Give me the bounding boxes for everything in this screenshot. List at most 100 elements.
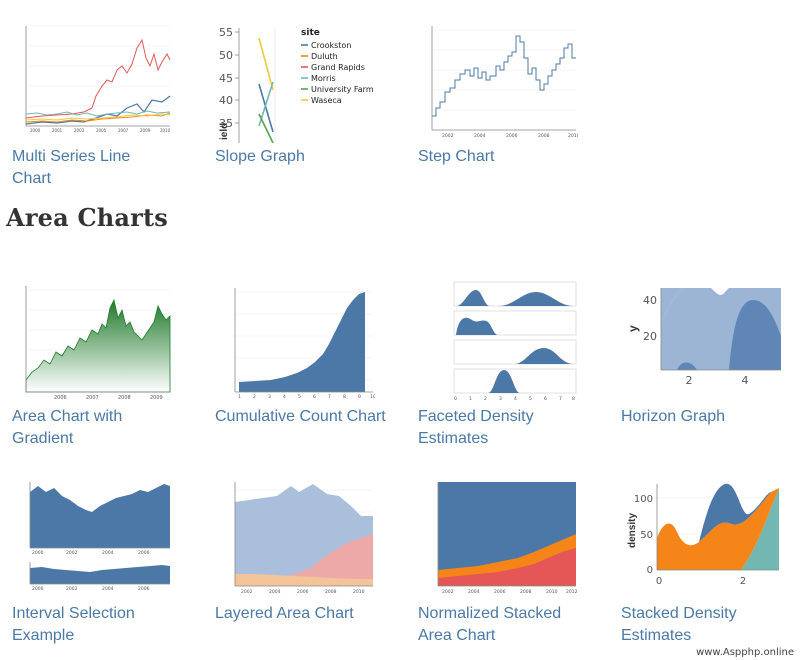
thumb-cumulative-count-chart[interactable]: 1 2 3 4 5 6 7 8 9 10 bbox=[215, 280, 375, 402]
horizon-y-tick: 20 bbox=[643, 330, 657, 343]
caption-layered-area-chart[interactable]: Layered Area Chart bbox=[215, 605, 354, 622]
svg-text:7: 7 bbox=[328, 394, 331, 400]
svg-text:2010: 2010 bbox=[353, 589, 365, 595]
svg-text:2010: 2010 bbox=[160, 128, 171, 133]
svg-text:2008: 2008 bbox=[325, 589, 337, 595]
stacked-density-y-axis-label: density bbox=[627, 513, 638, 548]
thumb-layered-area-chart[interactable]: 2002 2004 2006 2008 2010 bbox=[215, 478, 375, 600]
svg-text:2006: 2006 bbox=[494, 589, 506, 595]
thumb-step-chart[interactable]: 2002 2004 2006 2008 2010 bbox=[418, 18, 578, 143]
thumb-area-chart-with-gradient[interactable]: 2006 2007 2008 2009 bbox=[12, 280, 172, 402]
thumb-interval-selection-example[interactable]: 2000 2002 2004 2006 2000 2002 2004 2006 bbox=[12, 478, 172, 600]
svg-text:2: 2 bbox=[253, 394, 256, 400]
svg-text:4: 4 bbox=[514, 396, 517, 402]
svg-text:2010: 2010 bbox=[546, 589, 558, 595]
slope-graph-image: 55 50 45 40 35 ield site Crookston Dulut… bbox=[219, 26, 374, 143]
slope-legend-title: site bbox=[301, 28, 320, 38]
thumb-stacked-density-estimates[interactable]: 100 50 0 0 2 density bbox=[621, 478, 781, 600]
slope-y-tick: 40 bbox=[219, 94, 233, 107]
svg-text:5: 5 bbox=[298, 394, 301, 400]
svg-text:2004: 2004 bbox=[468, 589, 480, 595]
svg-text:2006: 2006 bbox=[138, 550, 150, 556]
svg-text:2008: 2008 bbox=[118, 395, 131, 401]
svg-text:6: 6 bbox=[313, 394, 316, 400]
stacked-density-x-tick: 2 bbox=[740, 576, 746, 587]
slope-y-tick: 35 bbox=[219, 117, 233, 130]
svg-text:2002: 2002 bbox=[442, 589, 454, 595]
stacked-density-x-tick: 0 bbox=[656, 576, 662, 587]
horizon-y-axis-label: y bbox=[626, 325, 640, 332]
svg-text:2002: 2002 bbox=[241, 589, 253, 595]
svg-text:4: 4 bbox=[283, 394, 286, 400]
svg-text:0: 0 bbox=[454, 396, 457, 402]
stacked-density-y-tick: 50 bbox=[640, 530, 653, 541]
thumb-multi-series-line-chart[interactable]: 2000 2001 2003 2005 2007 2009 2010 bbox=[12, 18, 172, 143]
slope-y-tick: 45 bbox=[219, 72, 233, 85]
svg-text:2005: 2005 bbox=[96, 128, 107, 133]
svg-text:2002: 2002 bbox=[66, 586, 78, 592]
step-chart-image: 2002 2004 2006 2008 2010 bbox=[431, 26, 578, 139]
thumb-normalized-stacked-area-chart[interactable]: 2002 2004 2006 2008 2010 2012 bbox=[418, 478, 578, 600]
svg-text:2012: 2012 bbox=[566, 589, 578, 595]
slope-y-tick: 55 bbox=[219, 26, 233, 39]
svg-text:2004: 2004 bbox=[102, 586, 114, 592]
section-heading-area-charts: Area Charts bbox=[6, 203, 168, 232]
faceted-density-image: 0 1 2 3 4 5 6 7 8 bbox=[453, 281, 577, 402]
watermark: www.Aspphp.online bbox=[694, 647, 796, 658]
thumb-faceted-density-estimates[interactable]: 0 1 2 3 4 5 6 7 8 bbox=[418, 280, 578, 402]
svg-text:2009: 2009 bbox=[150, 395, 163, 401]
svg-text:2008: 2008 bbox=[538, 133, 550, 139]
caption-normalized-stacked-area-chart[interactable]: Normalized Stacked Area Chart bbox=[418, 605, 562, 644]
cumulative-count-image: 1 2 3 4 5 6 7 8 9 10 bbox=[234, 288, 375, 400]
caption-area-chart-with-gradient[interactable]: Area Chart with Gradient bbox=[12, 408, 123, 447]
multi-series-line-chart-image: 2000 2001 2003 2005 2007 2009 2010 bbox=[25, 25, 171, 133]
svg-text:2001: 2001 bbox=[52, 128, 63, 133]
svg-text:5: 5 bbox=[529, 396, 532, 402]
svg-text:2007: 2007 bbox=[118, 128, 129, 133]
layered-area-image: 2002 2004 2006 2008 2010 bbox=[234, 482, 373, 595]
caption-interval-selection-example[interactable]: Interval Selection Example bbox=[12, 605, 135, 644]
caption-faceted-density-estimates[interactable]: Faceted Density Estimates bbox=[418, 408, 534, 447]
caption-step-chart[interactable]: Step Chart bbox=[418, 148, 495, 165]
svg-text:2002: 2002 bbox=[442, 133, 454, 139]
caption-multi-series-line-chart[interactable]: Multi Series Line Chart bbox=[12, 148, 131, 187]
svg-text:10: 10 bbox=[370, 394, 375, 400]
horizon-x-tick: 2 bbox=[686, 374, 693, 387]
slope-legend-item: University Farm bbox=[311, 85, 374, 94]
area-chart-gradient-image: 2006 2007 2008 2009 bbox=[25, 286, 171, 401]
normalized-stacked-area-image: 2002 2004 2006 2008 2010 2012 bbox=[437, 482, 578, 595]
slope-legend-item: Grand Rapids bbox=[311, 63, 365, 72]
horizon-x-tick: 4 bbox=[742, 374, 749, 387]
stacked-density-y-tick: 0 bbox=[647, 565, 653, 576]
caption-slope-graph[interactable]: Slope Graph bbox=[215, 148, 305, 165]
svg-text:7: 7 bbox=[559, 396, 562, 402]
svg-text:8: 8 bbox=[343, 394, 346, 400]
svg-text:2002: 2002 bbox=[66, 550, 78, 556]
slope-legend-item: Duluth bbox=[311, 52, 338, 61]
horizon-y-tick: 40 bbox=[643, 294, 657, 307]
svg-text:2003: 2003 bbox=[74, 128, 85, 133]
svg-text:2006: 2006 bbox=[54, 395, 67, 401]
svg-text:2004: 2004 bbox=[269, 589, 281, 595]
thumb-slope-graph[interactable]: 55 50 45 40 35 ield site Crookston Dulut… bbox=[215, 18, 375, 143]
svg-text:2000: 2000 bbox=[32, 586, 44, 592]
thumb-horizon-graph[interactable]: 40 20 2 4 y bbox=[621, 280, 781, 402]
svg-text:1: 1 bbox=[238, 394, 241, 400]
slope-y-tick: 50 bbox=[219, 49, 233, 62]
svg-text:2004: 2004 bbox=[102, 550, 114, 556]
caption-cumulative-count-chart[interactable]: Cumulative Count Chart bbox=[215, 408, 386, 425]
svg-text:6: 6 bbox=[544, 396, 547, 402]
caption-horizon-graph[interactable]: Horizon Graph bbox=[621, 408, 726, 425]
interval-selection-image: 2000 2002 2004 2006 2000 2002 2004 2006 bbox=[29, 482, 170, 592]
caption-stacked-density-estimates[interactable]: Stacked Density Estimates bbox=[621, 605, 737, 644]
svg-text:2006: 2006 bbox=[506, 133, 518, 139]
svg-text:2008: 2008 bbox=[520, 589, 532, 595]
horizon-graph-image: 40 20 2 4 y bbox=[626, 288, 781, 387]
svg-text:2: 2 bbox=[484, 396, 487, 402]
slope-legend-item: Crookston bbox=[311, 41, 351, 50]
svg-text:2007: 2007 bbox=[86, 395, 99, 401]
svg-text:2000: 2000 bbox=[32, 550, 44, 556]
svg-text:2004: 2004 bbox=[474, 133, 486, 139]
svg-text:2009: 2009 bbox=[140, 128, 151, 133]
slope-legend-item: Morris bbox=[311, 74, 336, 83]
